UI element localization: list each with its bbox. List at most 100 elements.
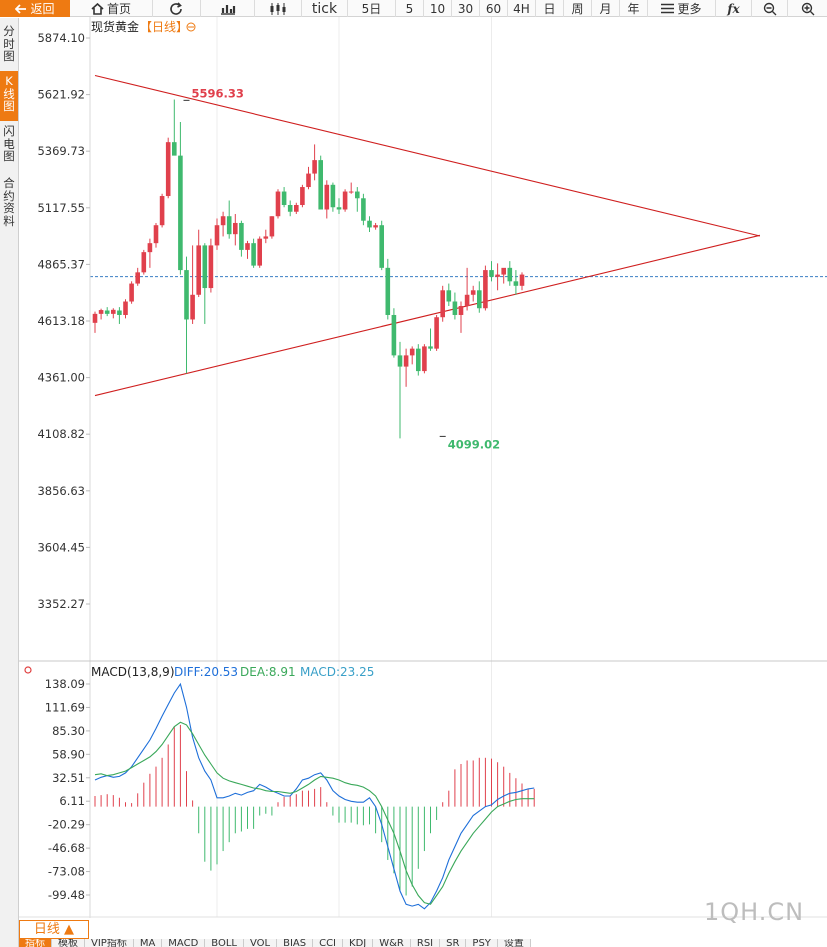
- indicator-tab[interactable]: KDJ: [343, 939, 374, 947]
- candle-body: [300, 187, 305, 206]
- candle-style-button[interactable]: [255, 0, 302, 17]
- candle-body: [409, 348, 415, 356]
- formula-button[interactable]: fx: [716, 0, 752, 17]
- indicator-tab[interactable]: VOL: [243, 939, 278, 947]
- y-tick-label: 4108.82: [37, 427, 85, 441]
- tick-button[interactable]: tick: [302, 0, 348, 17]
- back-button[interactable]: 返回: [0, 0, 70, 17]
- tab-timeshare[interactable]: 分时图: [0, 21, 18, 71]
- y-tick-label: 5117.55: [37, 201, 85, 215]
- period-label: 5日: [361, 1, 382, 16]
- period-5min[interactable]: 5: [396, 0, 424, 17]
- period-selector-button[interactable]: 日线 ▲: [19, 920, 89, 939]
- candle-body: [513, 281, 519, 286]
- period-label: 4H: [513, 1, 530, 16]
- top-toolbar: 返回 首页 tick 5日 5 10 30 60 4H 日 周 月 年 更多 f…: [0, 0, 827, 17]
- more-button[interactable]: 更多: [648, 0, 716, 17]
- tab-flash-chart[interactable]: 闪电图: [0, 121, 18, 171]
- macd-y-tick-label: 85.30: [52, 724, 85, 738]
- trendlines: [94, 74, 761, 397]
- period-60min[interactable]: 60: [480, 0, 508, 17]
- sun-icon-core: [24, 666, 32, 674]
- zoom-out-button[interactable]: [752, 0, 788, 17]
- period-week[interactable]: 周: [564, 0, 592, 17]
- candle-body: [434, 317, 439, 349]
- candle-body: [361, 198, 366, 221]
- candle-body: [98, 310, 104, 314]
- indicator-tab[interactable]: RSI: [410, 939, 441, 947]
- home-icon: [91, 2, 104, 15]
- period-5day[interactable]: 5日: [348, 0, 396, 17]
- indicator-tab[interactable]: BOLL: [205, 939, 244, 947]
- indicator-tab[interactable]: 模板: [52, 939, 85, 947]
- candle-body: [452, 301, 458, 315]
- candle-body: [214, 225, 220, 246]
- macd-y-tick-label: 111.69: [45, 700, 85, 714]
- tab-label: 合约资料: [3, 176, 15, 228]
- low-price-label: 4099.02: [448, 437, 500, 451]
- indicator-tab[interactable]: PSY: [466, 939, 498, 947]
- candle-body: [111, 309, 116, 314]
- macd-panel: [94, 682, 535, 910]
- tab-kline[interactable]: K线图: [0, 71, 18, 121]
- indicator-tab[interactable]: SR: [440, 939, 467, 947]
- indicator-tabs: 指标 模板 VIP指标 MA MACD BOLL VOL BIAS CCI KDJ W&R RSI SR…: [19, 939, 531, 947]
- candle-body: [263, 236, 269, 239]
- indicator-tab[interactable]: BIAS: [277, 939, 314, 947]
- indicator-tab[interactable]: 设置: [497, 939, 531, 947]
- period-month[interactable]: 月: [592, 0, 620, 17]
- y-tick-label: 5621.92: [37, 88, 85, 102]
- period-10min[interactable]: 10: [424, 0, 452, 17]
- indicator-tab[interactable]: CCI: [313, 939, 344, 947]
- zoom-in-button[interactable]: [788, 0, 827, 17]
- period-label: 60: [485, 1, 502, 16]
- candle-body: [202, 245, 208, 289]
- refresh-button[interactable]: [153, 0, 201, 17]
- back-label: 返回: [30, 1, 55, 16]
- candle-body: [129, 283, 134, 302]
- fx-label: fx: [727, 1, 740, 16]
- period-4h[interactable]: 4H: [508, 0, 536, 17]
- macd-y-tick-label: 6.11: [59, 794, 85, 808]
- candle-body: [416, 348, 421, 372]
- home-button[interactable]: 首页: [70, 0, 153, 17]
- bottom-bar: 日线 ▲ 指标 模板 VIP指标 MA MACD BOLL VOL BIAS CCI KDJ W&R…: [19, 918, 827, 947]
- candle-body: [123, 301, 128, 315]
- indicator-tab[interactable]: MACD: [162, 939, 206, 947]
- indicator-tab[interactable]: VIP指标: [85, 939, 134, 947]
- period-day[interactable]: 日: [536, 0, 564, 17]
- candle-body: [519, 274, 525, 286]
- chart-type-button[interactable]: [201, 0, 255, 17]
- candle-body: [501, 267, 506, 275]
- axes: 5874.10 5621.92 5369.73 5117.55 4865.37 4613.…: [19, 17, 827, 918]
- y-tick-label: 4613.18: [37, 314, 85, 328]
- candle-body: [245, 243, 250, 250]
- period-30min[interactable]: 30: [452, 0, 480, 17]
- chart-area[interactable]: 5874.10 5621.92 5369.73 5117.55 4865.37 4613.…: [19, 17, 827, 918]
- candle-body: [342, 191, 348, 210]
- candle-body: [428, 346, 433, 349]
- grid: [90, 17, 827, 917]
- settings-icon: [186, 22, 196, 32]
- candle-body: [367, 220, 372, 228]
- trendline: [94, 74, 761, 237]
- indicator-tab[interactable]: W&R: [373, 939, 411, 947]
- macd-title: MACD(13,8,9): [91, 665, 175, 679]
- candle-body: [397, 355, 403, 367]
- period-label: 10: [429, 1, 446, 16]
- menu-icon: [661, 3, 675, 14]
- candle-body: [458, 306, 464, 315]
- macd-y-tick-label: -46.68: [48, 841, 85, 855]
- candle-body: [306, 173, 311, 188]
- candle-body: [147, 243, 153, 253]
- macd-y-tick-label: 32.51: [52, 771, 85, 785]
- indicator-tab[interactable]: MA: [133, 939, 163, 947]
- period-year[interactable]: 年: [620, 0, 648, 17]
- side-tab-bar: 分时图 K线图 闪电图 合约资料: [0, 18, 19, 947]
- high-price-label: 5596.33: [192, 86, 244, 100]
- indicator-tab[interactable]: 指标: [19, 939, 52, 947]
- chart-labels: 5596.33 4099.02 现货黄金 【日线】 MACD(13,8,9) DIFF:2…: [24, 19, 500, 679]
- tab-contract-info[interactable]: 合约资料: [0, 173, 18, 235]
- candle-body: [422, 346, 427, 372]
- y-tick-label: 3604.45: [37, 540, 85, 554]
